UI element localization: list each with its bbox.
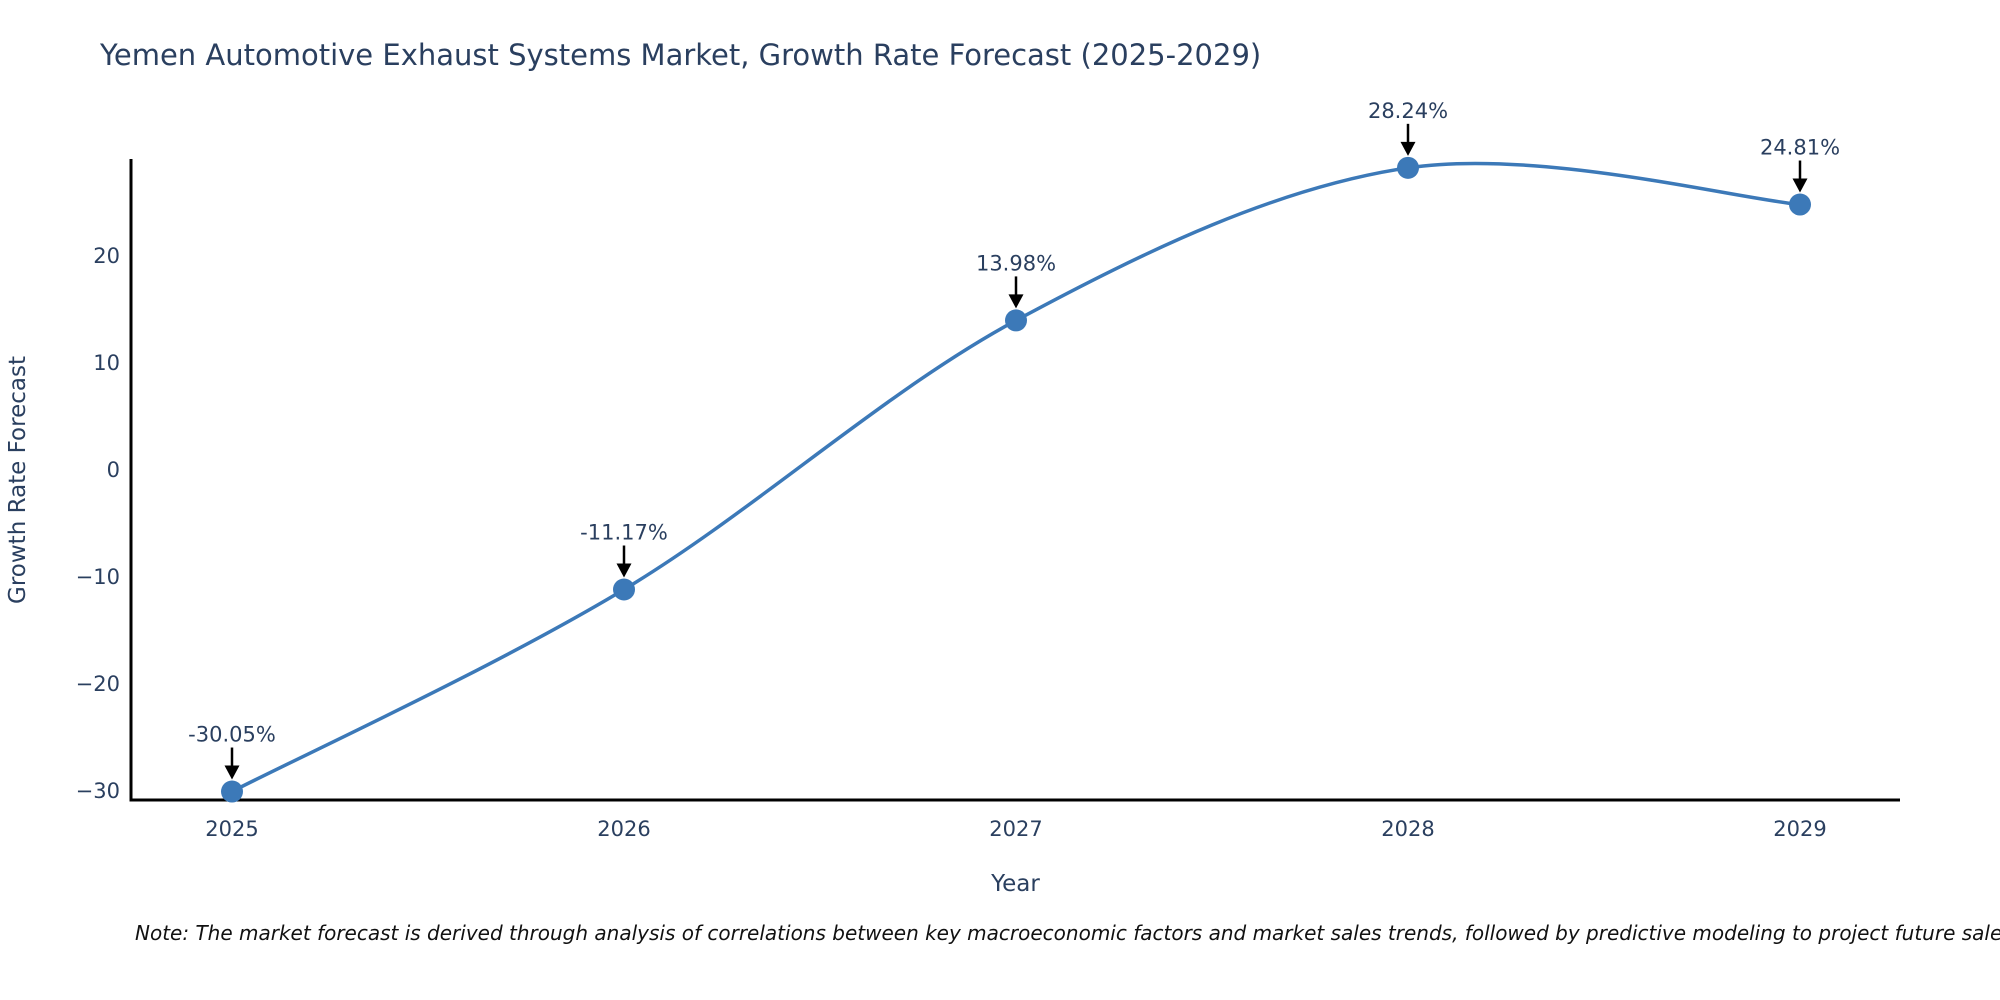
x-tick-label: 2029 bbox=[1773, 817, 1826, 841]
data-point-marker bbox=[221, 780, 243, 803]
y-tick-label: 10 bbox=[93, 351, 120, 375]
point-annotation: 28.24% bbox=[1368, 99, 1448, 123]
data-point-marker bbox=[613, 578, 635, 601]
point-annotation: -11.17% bbox=[580, 521, 668, 545]
chart-title: Yemen Automotive Exhaust Systems Market,… bbox=[100, 38, 1262, 72]
annotation-arrowhead bbox=[1400, 141, 1416, 156]
y-tick-label: −20 bbox=[76, 672, 120, 696]
y-tick-label: −10 bbox=[76, 565, 120, 589]
point-annotation: 13.98% bbox=[976, 251, 1056, 275]
annotation-arrowhead bbox=[616, 563, 632, 578]
annotation-arrowhead bbox=[1008, 294, 1024, 309]
x-tick-label: 2027 bbox=[989, 817, 1042, 841]
data-point-marker bbox=[1005, 309, 1027, 332]
annotation-arrowhead bbox=[224, 765, 240, 780]
x-axis-title: Year bbox=[990, 871, 1040, 897]
y-tick-label: −30 bbox=[76, 779, 120, 803]
annotation-arrowhead bbox=[1792, 178, 1808, 193]
x-tick-label: 2028 bbox=[1381, 817, 1434, 841]
data-point-marker bbox=[1789, 193, 1811, 216]
y-axis-title: Growth Rate Forecast bbox=[5, 356, 31, 604]
footnote: Note: The market forecast is derived thr… bbox=[135, 921, 2000, 945]
y-tick-label: 20 bbox=[93, 244, 120, 268]
point-annotation: -30.05% bbox=[188, 723, 276, 747]
x-tick-label: 2025 bbox=[205, 817, 258, 841]
x-tick-label: 2026 bbox=[597, 817, 650, 841]
y-tick-label: 0 bbox=[107, 458, 120, 482]
data-point-marker bbox=[1397, 156, 1419, 179]
point-annotation: 24.81% bbox=[1760, 136, 1840, 160]
